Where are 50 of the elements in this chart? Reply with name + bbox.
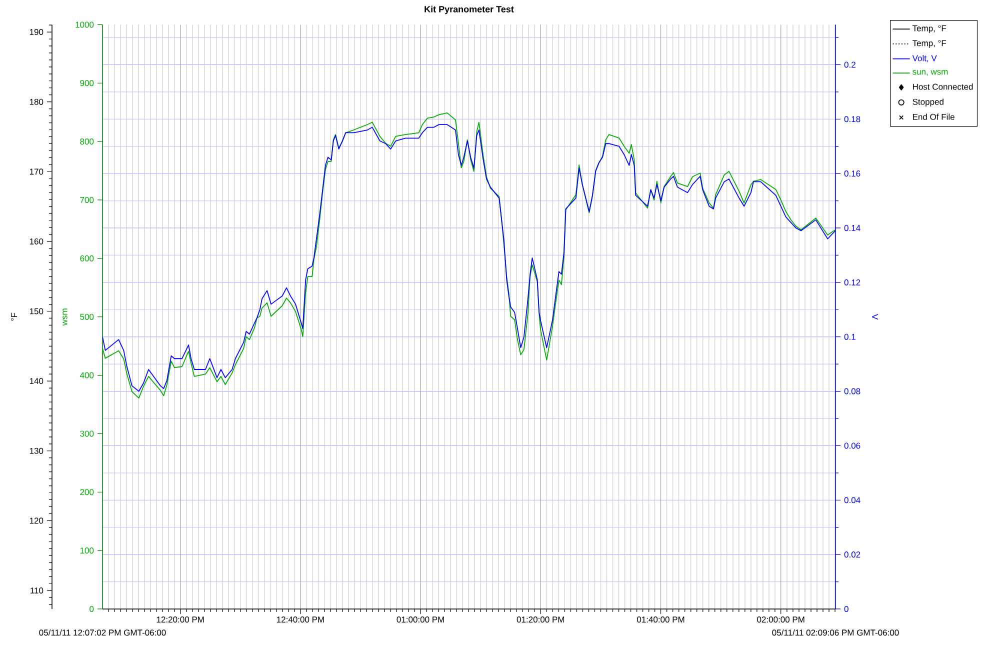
x-tick-label: 01:40:00 PM xyxy=(637,616,684,623)
text: 05/11/11 12:07:02 PM GMT-06:00 xyxy=(39,629,166,636)
y3-tick-label: 0.08 xyxy=(844,388,860,394)
y-tick-label: 170 xyxy=(30,168,44,175)
legend-label: Temp, °F xyxy=(912,40,946,48)
legend-label: Volt, V xyxy=(912,54,937,62)
y2-tick-label: 800 xyxy=(80,138,94,145)
y2-tick-label: 600 xyxy=(80,255,94,262)
text: 05/11/11 02:09:06 PM GMT-06:00 xyxy=(772,629,899,636)
y3-tick-label: 0.16 xyxy=(844,170,860,177)
legend-label: Host Connected xyxy=(912,84,973,90)
y-tick-label: 150 xyxy=(30,308,44,314)
y2-tick-label: 1000 xyxy=(76,22,94,28)
y3-tick-label: 0.2 xyxy=(844,62,856,68)
y3-tick-label: 0 xyxy=(844,606,848,612)
y-tick-label: 140 xyxy=(30,378,44,384)
y-tick-label: 180 xyxy=(30,98,44,105)
y-tick-label: 160 xyxy=(30,238,44,244)
y-tick-label: 110 xyxy=(30,587,44,594)
y3-tick-label: 0.12 xyxy=(844,279,860,286)
y3-tick-label: 0.06 xyxy=(844,442,860,449)
y2-axis-title: wsm xyxy=(62,308,68,326)
y2-tick-label: 500 xyxy=(80,314,94,320)
legend-label: Temp, °F xyxy=(912,25,946,34)
y-tick-label: 190 xyxy=(30,29,44,36)
y2-tick-label: 400 xyxy=(80,372,94,378)
y3-tick-label: 0.02 xyxy=(844,552,860,558)
legend-label: sun, wsm xyxy=(912,70,948,76)
y2-tick-label: 0 xyxy=(90,606,94,612)
y2-tick-label: 900 xyxy=(80,80,94,86)
x-tick-label: 02:00:00 PM xyxy=(757,616,804,623)
y3-tick-label: 0.14 xyxy=(844,224,860,231)
x-tick-label: 12:40:00 PM xyxy=(277,616,324,623)
x-tick-label: 01:20:00 PM xyxy=(516,616,564,623)
y-tick-label: 120 xyxy=(30,518,44,524)
y2-tick-label: 200 xyxy=(80,489,94,496)
y3-tick-label: 0.04 xyxy=(844,497,860,504)
y-tick-label: 130 xyxy=(30,448,44,454)
y-axis-title: °F xyxy=(11,312,18,321)
x-tick-label: 12:20:00 PM xyxy=(156,616,204,623)
chart-title: Kit Pyranometer Test xyxy=(424,6,514,14)
y2-tick-label: 300 xyxy=(80,430,94,437)
y2-tick-label: 100 xyxy=(80,548,94,554)
y3-tick-label: 0.1 xyxy=(844,334,856,340)
y2-tick-label: 700 xyxy=(80,196,94,203)
legend-label: Stopped xyxy=(912,98,944,106)
y3-tick-label: 0.18 xyxy=(844,116,860,122)
x-tick-label: 01:00:00 PM xyxy=(396,616,444,623)
legend-label: End Of File xyxy=(912,114,954,120)
y3-axis-title: V xyxy=(872,314,878,320)
